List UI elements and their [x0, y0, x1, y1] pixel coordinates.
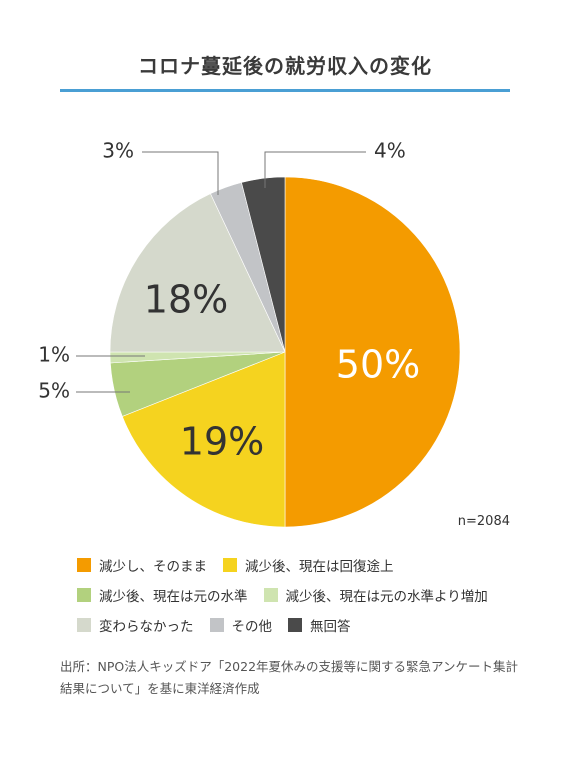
leader-line-6 — [264, 151, 366, 188]
legend-item-unchanged: 変わらなかった — [77, 615, 194, 635]
legend-row: 減少後、現在は元の水準 減少後、現在は元の水準より増加 — [77, 580, 537, 610]
legend-label: その他 — [231, 619, 273, 635]
legend-label: 減少後、現在は元の水準より増加 — [285, 589, 488, 605]
legend: 減少し、そのまま 減少後、現在は回復途上 減少後、現在は元の水準 減少後、現在は… — [77, 550, 537, 640]
pie-value-label-1: 19% — [180, 420, 264, 464]
legend-row: 減少し、そのまま 減少後、現在は回復途上 — [77, 550, 537, 580]
pie-value-label-2: 5% — [38, 379, 70, 403]
pie-slice-4 — [109, 193, 286, 353]
pie-slice-1 — [121, 351, 286, 528]
legend-item-recovering: 減少後、現在は回復途上 — [223, 555, 394, 575]
title-underline — [60, 89, 510, 92]
legend-swatch — [223, 558, 237, 572]
legend-label: 変わらなかった — [99, 619, 194, 635]
pie-chart: 50% 19% 5% 1% 18% 3% 4% n=2084 — [38, 139, 510, 530]
pie-value-labels: 50% 19% 5% 1% 18% 3% 4% — [38, 139, 420, 464]
chart-title: コロナ蔓延後の就労収入の変化 — [138, 54, 432, 78]
legend-swatch — [77, 588, 91, 602]
leader-line-5 — [142, 151, 219, 195]
pie-slice-0 — [284, 176, 461, 528]
legend-item-no-answer: 無回答 — [288, 615, 351, 635]
legend-swatch — [209, 618, 224, 632]
legend-label: 減少後、現在は回復途上 — [245, 559, 394, 575]
pie-value-label-6: 4% — [374, 139, 406, 163]
pie-value-label-4: 18% — [144, 278, 228, 322]
source-note: 出所：NPO法人キッズドア「2022年夏休みの支援等に関する緊急アンケート集計結… — [60, 659, 519, 696]
pie-slice-6 — [241, 176, 286, 353]
legend-swatch — [263, 588, 278, 602]
sample-size-label: n=2084 — [458, 514, 510, 529]
legend-label: 減少し、そのまま — [99, 559, 207, 575]
legend-swatch — [288, 618, 302, 632]
legend-swatch — [77, 558, 91, 572]
legend-item-recovered: 減少後、現在は元の水準 — [77, 585, 248, 605]
legend-label: 無回答 — [310, 619, 351, 635]
pie-leader-lines — [76, 151, 366, 393]
legend-item-decreased-unchanged: 減少し、そのまま — [77, 555, 207, 575]
legend-item-increased: 減少後、現在は元の水準より増加 — [263, 585, 488, 605]
legend-item-other: その他 — [209, 615, 273, 635]
legend-label: 減少後、現在は元の水準 — [99, 589, 248, 605]
legend-row: 変わらなかった その他 無回答 — [77, 610, 537, 640]
pie-value-label-5: 3% — [102, 139, 134, 163]
pie-value-label-3: 1% — [38, 343, 70, 367]
legend-swatch — [77, 618, 91, 632]
pie-value-label-0: 50% — [336, 343, 420, 387]
pie-slices — [109, 176, 461, 528]
